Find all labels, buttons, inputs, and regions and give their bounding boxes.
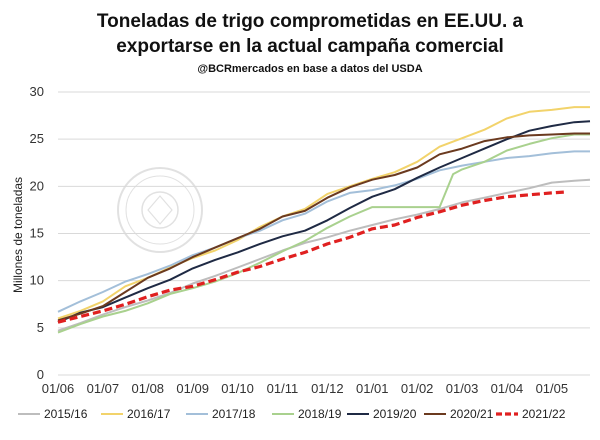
series-line-2019-20 xyxy=(57,120,591,324)
chart-subtitle: @BCRmercados en base a datos del USDA xyxy=(197,63,422,75)
x-tick-label: 01/09 xyxy=(176,381,209,396)
axes: 0 5 10 15 20 25 30 01/06 01/07 01/08 01/09 01/10 01/… xyxy=(30,84,569,396)
y-tick-label: 25 xyxy=(30,131,44,146)
legend-label: 2017/18 xyxy=(212,407,256,421)
series-lines xyxy=(57,106,591,334)
x-tick-label: 01/05 xyxy=(536,381,569,396)
y-tick-label: 10 xyxy=(30,273,44,288)
grid xyxy=(58,91,590,376)
legend-label: 2019/20 xyxy=(373,407,417,421)
series-line-2018-19 xyxy=(57,133,590,334)
x-tick-label: 01/12 xyxy=(311,381,344,396)
legend-label: 2021/22 xyxy=(522,407,566,421)
series-line-2015-16 xyxy=(57,178,591,332)
series-line-2021-22 xyxy=(57,190,566,324)
legend-label: 2020/21 xyxy=(450,407,494,421)
y-tick-label: 30 xyxy=(30,84,44,99)
x-tick-label: 01/04 xyxy=(491,381,524,396)
legend-label: 2016/17 xyxy=(127,407,171,421)
y-tick-label: 15 xyxy=(30,226,44,241)
series-line-2020-21 xyxy=(57,132,590,322)
x-tick-label: 01/07 xyxy=(87,381,120,396)
y-tick-label: 5 xyxy=(37,320,44,335)
x-tick-label: 01/11 xyxy=(267,381,299,396)
x-tick-label: 01/01 xyxy=(356,381,389,396)
y-tick-label: 0 xyxy=(37,367,44,382)
x-tick-label: 01/02 xyxy=(401,381,434,396)
x-tick-label: 01/06 xyxy=(42,381,75,396)
x-tick-label: 01/03 xyxy=(446,381,479,396)
legend: 2015/16 2016/17 2017/18 2018/19 2019/20 2020/… xyxy=(18,407,566,421)
series-line-2017-18 xyxy=(57,150,590,313)
seal-watermark xyxy=(117,167,203,253)
legend-label: 2015/16 xyxy=(44,407,88,421)
chart-title-line-1: Toneladas de trigo comprometidas en EE.U… xyxy=(97,11,524,32)
y-axis-label: Millones de toneladas xyxy=(11,177,25,293)
chart-title-line-2: exportarse en la actual campaña comercia… xyxy=(116,36,504,57)
y-tick-label: 20 xyxy=(30,178,44,193)
x-tick-label: 01/10 xyxy=(221,381,254,396)
x-tick-label: 01/08 xyxy=(132,381,165,396)
legend-label: 2018/19 xyxy=(298,407,342,421)
